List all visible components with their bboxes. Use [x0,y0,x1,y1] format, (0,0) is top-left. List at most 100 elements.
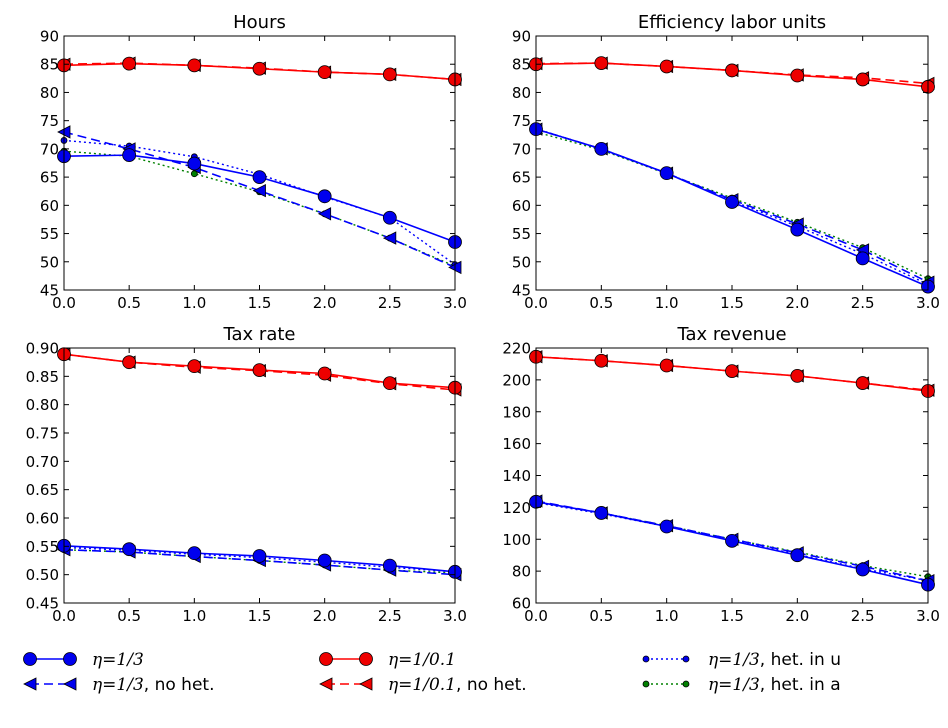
y-tick-label: 0.75 [26,425,59,443]
y-tick-label: 140 [502,467,531,485]
legend-marker [63,652,77,666]
legend-marker [359,652,373,666]
series-2 [57,125,462,275]
x-tick-label: 1.0 [655,607,679,625]
data-point [659,59,674,74]
data-point [855,251,870,266]
y-tick-label: 120 [502,499,531,517]
y-tick-label: 70 [512,140,531,158]
data-point [382,210,397,225]
data-point [594,141,609,156]
series-3 [529,56,935,94]
legend-label-math: η=1/0.1 [388,650,456,670]
y-tick-label: 200 [502,371,531,389]
subplot-title: Hours [233,12,286,33]
data-point [790,68,805,83]
data-point [855,562,870,577]
y-tick-label: 0.70 [26,453,59,471]
data-point [122,542,137,557]
legend-marker [63,677,77,691]
x-tick-label: 0.5 [589,607,613,625]
y-tick-label: 90 [40,28,59,46]
y-tick-label: 180 [502,403,531,421]
legend-label-text: , het. in a [760,675,841,695]
data-point [659,166,674,181]
data-point [317,553,332,568]
y-tick-label: 50 [40,253,59,271]
x-tick-label: 1.0 [182,294,206,312]
legend-entry: η=1/0.1, no het. [319,675,527,695]
legend-label-math: η=1/0.1 [388,675,456,695]
series-6 [60,147,459,270]
data-point [659,519,674,534]
subplot-2: 0.0 0.5 1.0 1.5 2.0 2.5 3.0 45 50 55 60 65 70 75 80 85 9… [512,12,940,312]
legend-marker [682,680,690,688]
legend-marker [319,652,333,666]
data-point [725,364,739,379]
data-point [317,65,332,80]
y-tick-label: 75 [40,112,59,130]
data-point [382,67,397,82]
legend-label: η=1/0.1, no het. [388,675,527,695]
y-tick-label: 60 [40,197,59,215]
x-tick-label: 2.0 [313,294,337,312]
data-point [187,546,202,561]
legend-label: η=1/0.1 [388,650,456,670]
series-line [63,150,456,267]
y-tick-label: 55 [40,225,59,243]
legend-label-math: η=1/3 [708,650,760,670]
series-line [63,131,456,269]
data-point [594,56,609,70]
y-tick-label: 0.85 [26,368,59,386]
x-tick-label: 0.0 [524,294,548,312]
data-point [725,533,739,548]
y-tick-label: 220 [502,340,531,358]
y-tick-label: 80 [512,563,531,581]
data-point [317,207,332,221]
series-line [63,154,456,243]
x-tick-label: 0.5 [117,294,141,312]
x-tick-label: 0.0 [524,607,548,625]
y-tick-label: 75 [512,112,531,130]
x-tick-label: 1.5 [720,607,744,625]
y-tick-label: 90 [512,28,531,46]
data-point [594,506,609,520]
data-point [594,353,609,368]
y-tick-label: 60 [512,197,531,215]
x-tick-label: 0.0 [52,294,76,312]
data-point [252,363,267,378]
y-tick-label: 0.50 [26,566,59,584]
series-1 [529,494,935,592]
legend-label: η=1/3, het. in u [708,650,841,670]
series-1 [57,148,462,249]
legend-marker [359,677,373,691]
legend-entry: η=1/3, no het. [23,675,215,695]
legend-entry: η=1/3, het. in a [642,675,841,695]
series-line [63,139,456,266]
legend-label-text: , no het. [456,675,527,695]
x-tick-label: 0.0 [52,607,76,625]
data-point [252,61,267,76]
data-point [252,549,267,563]
x-tick-label: 1.0 [655,294,679,312]
legend-entry: η=1/3, het. in u [642,650,841,670]
legend-marker [23,652,37,666]
data-point [252,184,266,198]
data-point [659,358,674,373]
x-tick-label: 2.0 [313,607,337,625]
data-point [122,148,137,162]
data-point [382,558,397,573]
legend-label: η=1/3 [92,650,144,670]
x-tick-label: 0.5 [117,607,141,625]
x-tick-label: 2.0 [785,294,809,312]
y-tick-label: 80 [512,84,531,102]
data-point [187,156,202,171]
legend-entry: η=1/0.1 [319,650,456,670]
data-point [382,231,397,245]
series-3 [57,56,462,87]
y-tick-label: 0.45 [26,595,59,613]
x-tick-label: 3.0 [916,294,940,312]
series-5 [60,137,459,269]
x-tick-label: 3.0 [443,294,467,312]
y-tick-label: 100 [502,531,531,549]
